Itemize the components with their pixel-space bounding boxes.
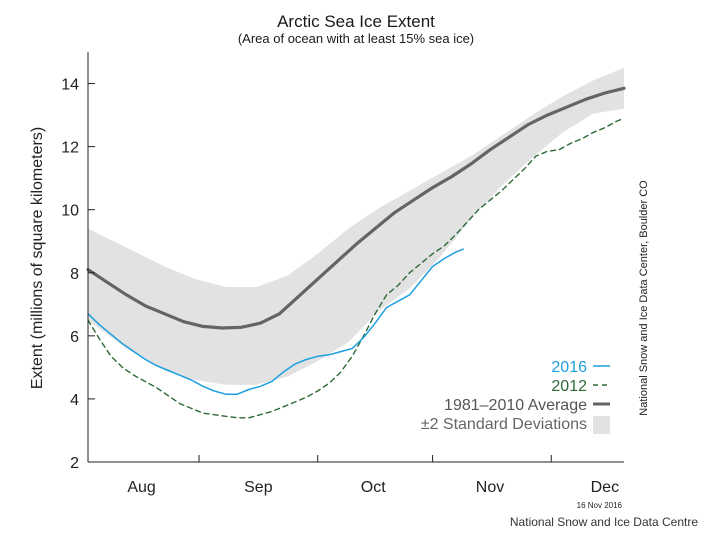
y-tick-label: 14 (61, 77, 79, 94)
series-line-s2012 (87, 117, 625, 419)
legend-label-band: ±2 Standard Deviations (421, 416, 587, 433)
x-tick-label-nov: Nov (476, 479, 504, 496)
legend: 2016 2012 1981–2010 Average ±2 Standard … (421, 359, 610, 434)
legend-label-average: 1981–2010 Average (444, 397, 587, 414)
vertical-credit: National Snow and Ice Data Center, Bould… (638, 180, 650, 416)
y-tick-label: 4 (70, 392, 79, 409)
date-stamp: 16 Nov 2016 (577, 501, 623, 510)
series-line-average (86, 86, 626, 330)
x-tick-label-aug: Aug (127, 479, 155, 496)
series-layer (86, 86, 626, 419)
y-axis-label: Extent (millions of square kilometers) (29, 127, 46, 389)
axes-layer (87, 52, 624, 463)
series-line-s2016 (87, 248, 464, 395)
x-tick-label-dec: Dec (591, 479, 619, 496)
tick-layer: 2 4 6 8 10 12 14 Aug Sep Oct Nov Dec (61, 77, 619, 496)
y-tick-label: 12 (61, 140, 79, 157)
legend-label-2016: 2016 (551, 359, 587, 376)
y-tick-label: 6 (70, 329, 79, 346)
chart-subtitle: (Area of ocean with at least 15% sea ice… (238, 31, 474, 46)
y-tick-label: 8 (70, 266, 79, 283)
std-dev-band (88, 67, 624, 385)
legend-swatch-band (593, 416, 610, 434)
legend-label-2012: 2012 (551, 378, 587, 395)
y-tick-label: 2 (70, 455, 79, 472)
x-tick-label-sep: Sep (244, 479, 273, 496)
footer-credit: National Snow and Ice Data Centre (510, 515, 698, 529)
y-tick-label: 10 (61, 203, 79, 220)
x-tick-label-oct: Oct (361, 479, 386, 496)
chart-title: Arctic Sea Ice Extent (277, 12, 435, 31)
std-dev-band-layer (88, 67, 624, 385)
